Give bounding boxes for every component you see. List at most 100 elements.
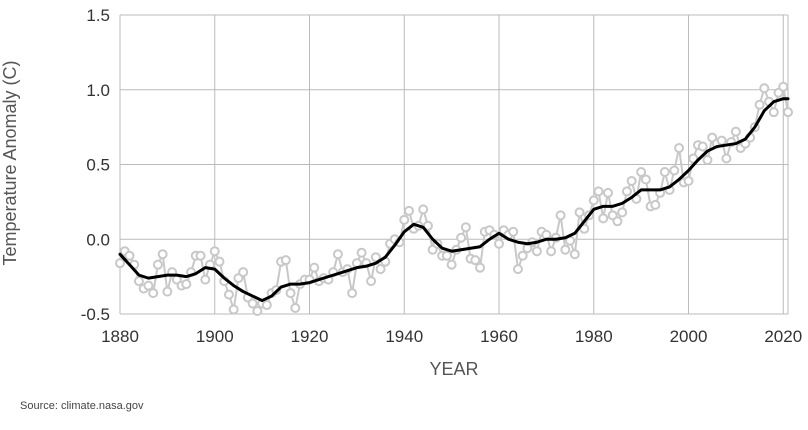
annual-point [688, 153, 699, 164]
annual-point [659, 166, 670, 177]
annual-point [375, 264, 386, 275]
annual-point [560, 244, 571, 255]
annual-point [228, 304, 239, 315]
annual-point [546, 246, 557, 257]
x-tick-label: 1880 [101, 327, 139, 346]
annual-point [456, 232, 467, 243]
annual-point [460, 222, 471, 233]
annual-point [697, 141, 708, 152]
annual-point [768, 107, 779, 118]
x-axis-title: YEAR [429, 359, 478, 379]
annual-point [356, 247, 367, 258]
annual-point [702, 155, 713, 166]
grid-lines [119, 14, 789, 315]
annual-point [238, 267, 249, 278]
annual-point [754, 99, 765, 110]
smoothed-anomaly-series [118, 97, 790, 303]
annual-point [617, 207, 628, 218]
annual-point [403, 205, 414, 216]
annual-point [721, 153, 732, 164]
annual-point [569, 249, 580, 260]
annual-point [290, 303, 301, 314]
annual-point [152, 259, 163, 270]
annual-point [517, 250, 528, 261]
annual-point [470, 255, 481, 266]
annual-point [422, 220, 433, 231]
annual-point [759, 83, 770, 94]
annual-point [683, 175, 694, 186]
annual-point [783, 107, 793, 118]
x-tick-label: 1900 [196, 327, 234, 346]
annual-point [252, 306, 263, 317]
x-tick-label: 1920 [291, 327, 329, 346]
annual-point [730, 126, 741, 137]
y-tick-labels: -0.5 0.0 0.5 1.0 1.5 [81, 6, 110, 324]
annual-point [621, 186, 632, 197]
y-tick-label: 0.5 [86, 156, 110, 175]
x-tick-labels: 1880 1900 1920 1940 1960 1980 2000 2020 [101, 327, 802, 346]
annual-point [778, 81, 789, 92]
annual-point [418, 204, 429, 215]
annual-point [399, 214, 410, 225]
annual-point [475, 262, 486, 273]
annual-point [650, 199, 661, 210]
annual-point [124, 250, 135, 261]
annual-point [612, 216, 623, 227]
annual-point [214, 256, 225, 267]
annual-point [181, 279, 192, 290]
annual-point [541, 229, 552, 240]
annual-point [626, 175, 637, 186]
annual-point [209, 246, 220, 257]
annual-point [366, 276, 377, 287]
x-tick-label: 2000 [670, 327, 708, 346]
x-tick-label: 1960 [480, 327, 518, 346]
annual-anomaly-series [115, 81, 793, 317]
annual-point [531, 246, 542, 257]
x-tick-label: 2020 [764, 327, 802, 346]
annual-point [143, 280, 154, 291]
x-tick-label: 1940 [385, 327, 423, 346]
annual-point [347, 288, 358, 299]
annual-point [195, 250, 206, 261]
annual-point [508, 226, 519, 237]
y-tick-label: 1.5 [86, 6, 110, 25]
annual-point [157, 249, 168, 260]
annual-point [674, 143, 685, 154]
annual-point [574, 207, 585, 218]
annual-point [598, 213, 609, 224]
annual-point [636, 166, 647, 177]
annual-point [579, 223, 590, 234]
annual-point [494, 238, 505, 249]
annual-point [602, 187, 613, 198]
annual-point [115, 258, 125, 269]
annual-point [200, 274, 211, 285]
source-note: Source: climate.nasa.gov [20, 400, 144, 412]
annual-point [280, 255, 291, 266]
annual-point [285, 288, 296, 299]
annual-point [309, 262, 320, 273]
annual-point [223, 289, 234, 300]
y-tick-label: 1.0 [86, 81, 110, 100]
y-axis-title: Temperature Anomaly (C) [0, 60, 20, 265]
annual-point [247, 298, 258, 309]
y-tick-label: -0.5 [81, 305, 110, 324]
annual-point [669, 165, 680, 176]
annual-point [133, 276, 144, 287]
annual-point [593, 186, 604, 197]
annual-line [119, 84, 789, 313]
annual-point [512, 264, 523, 275]
annual-point [148, 288, 159, 299]
annual-point [716, 135, 727, 146]
annual-point [441, 250, 452, 261]
annual-point [588, 195, 599, 206]
annual-point [446, 259, 457, 270]
annual-point [370, 252, 381, 263]
annual-point [162, 286, 173, 297]
x-tick-label: 1980 [575, 327, 613, 346]
annual-point [555, 210, 566, 221]
smoothed-line [118, 97, 790, 303]
y-tick-label: 0.0 [86, 230, 110, 249]
annual-point [640, 174, 651, 185]
annual-point [261, 300, 272, 311]
